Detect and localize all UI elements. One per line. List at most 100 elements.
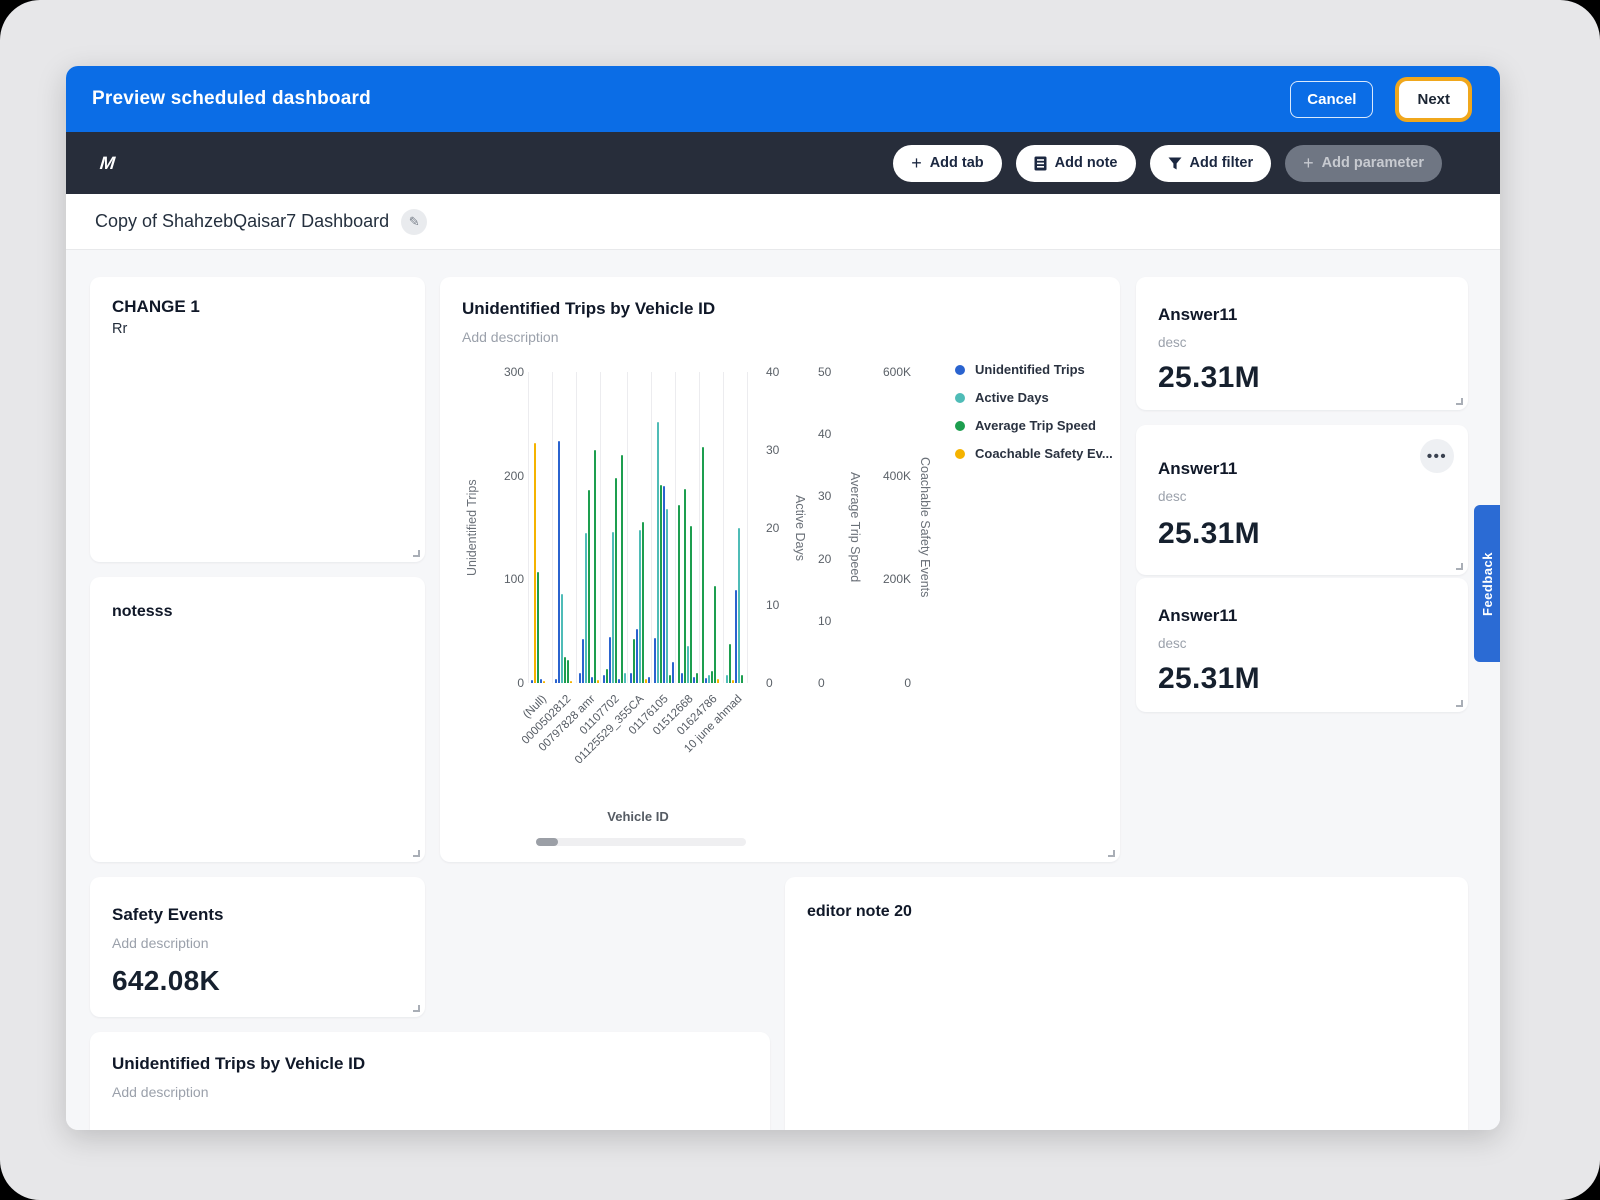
bar [621,455,623,683]
axis-tick-label: 200 [464,469,524,483]
chart-legend: Unidentified Trips Active Days Average Tri… [955,362,1113,461]
bar [585,533,587,683]
bar [687,646,689,683]
chart-description-placeholder[interactable]: Add description [462,329,559,345]
bar [534,443,536,684]
card-description-placeholder[interactable]: Add description [112,1084,209,1100]
resize-handle[interactable] [1456,563,1463,570]
card-title: Answer11 [1158,606,1237,626]
legend-item[interactable]: Unidentified Trips [955,362,1113,377]
bar [738,528,740,684]
metric-value: 25.31M [1158,517,1260,551]
add-tab-button[interactable]: + Add tab [893,145,1001,182]
bar [657,422,659,683]
bar-group [699,372,723,683]
bar-group [627,372,651,683]
legend-label: Average Trip Speed [975,418,1096,433]
chart-plot-area [528,372,748,683]
card-unidentified-trips-bottom: Unidentified Trips by Vehicle ID Add des… [90,1032,770,1130]
bar [558,441,560,683]
x-axis-tick-labels: (Null)000050281200797828 amr011077020112… [528,691,748,801]
bar [543,681,545,683]
bar-group [576,372,600,683]
legend-label: Active Days [975,390,1049,405]
axis-tick-label: 0 [464,676,524,690]
bar [690,526,692,683]
add-note-label: Add note [1055,155,1118,171]
bar [579,673,581,683]
legend-label: Coachable Safety Ev... [975,446,1113,461]
bar [618,679,620,683]
resize-handle[interactable] [413,850,420,857]
bar [741,675,743,683]
axis-tick-label: 200K [851,572,911,586]
resize-handle[interactable] [1456,700,1463,707]
resize-handle[interactable] [413,1005,420,1012]
bar-group [651,372,675,683]
card-menu-button[interactable]: ••• [1420,439,1454,473]
legend-dot-icon [955,365,965,375]
bar [705,678,707,683]
bar [708,675,710,683]
axis-tick-label: 100 [464,572,524,586]
resize-handle[interactable] [1456,398,1463,405]
plus-icon: + [1303,154,1314,172]
resize-handle[interactable] [413,550,420,557]
scrollbar-thumb[interactable] [536,838,558,846]
bar-group [552,372,576,683]
axis-tick-label: 0 [851,676,911,690]
filter-icon [1168,157,1182,170]
chart-horizontal-scrollbar[interactable] [536,838,746,846]
bar-group [528,372,552,683]
add-parameter-button[interactable]: + Add parameter [1285,145,1442,182]
card-answer11-1: Answer11 desc 25.31M [1136,277,1468,410]
feedback-tab[interactable]: Feedback [1474,505,1500,662]
modal-title: Preview scheduled dashboard [92,88,371,110]
card-description-placeholder[interactable]: Add description [112,935,209,951]
bar [603,675,605,683]
card-change1: CHANGE 1 Rr [90,277,425,562]
preview-dashboard-modal: Preview scheduled dashboard Cancel Next … [66,66,1500,1130]
dashboard-title-bar: Copy of ShahzebQaisar7 Dashboard ✎ [66,194,1500,250]
axis-tick-label: 400K [851,469,911,483]
bar [660,485,662,683]
bar [696,673,698,683]
legend-item[interactable]: Active Days [955,390,1113,405]
card-title: editor note 20 [807,903,912,921]
bar [633,639,635,683]
resize-handle[interactable] [1108,850,1115,857]
add-filter-button[interactable]: Add filter [1150,145,1272,182]
next-button[interactable]: Next [1399,81,1468,118]
bar [642,522,644,683]
chart-title: Unidentified Trips by Vehicle ID [462,299,715,319]
card-description: desc [1158,636,1187,651]
axis-tick-label: 300 [464,365,524,379]
add-note-button[interactable]: Add note [1016,145,1136,182]
card-description: desc [1158,335,1187,350]
edit-title-button[interactable]: ✎ [401,209,427,235]
legend-dot-icon [955,421,965,431]
bar [645,679,647,683]
card-title: Unidentified Trips by Vehicle ID [112,1054,365,1074]
dashboard-board: CHANGE 1 Rr notesss Unidentified Trips b… [66,250,1500,1130]
axis-tick-label: 10 [766,598,810,612]
bar [561,594,563,683]
card-title: notesss [112,603,172,621]
card-answer11-2: ••• Answer11 desc 25.31M [1136,425,1468,575]
bar [609,637,611,683]
bar-group [600,372,627,683]
metric-value: 642.08K [112,965,220,997]
card-description: desc [1158,489,1187,504]
bar [678,505,680,683]
bar [597,680,599,683]
bar [693,677,695,683]
bar [702,447,704,683]
legend-label: Unidentified Trips [975,362,1085,377]
bar [726,675,728,683]
cancel-button[interactable]: Cancel [1290,81,1373,118]
legend-item[interactable]: Coachable Safety Ev... [955,446,1113,461]
y-axis-title-unidentified-trips: Unidentified Trips [464,372,480,683]
legend-dot-icon [955,393,965,403]
legend-item[interactable]: Average Trip Speed [955,418,1113,433]
card-title: CHANGE 1 [112,297,200,317]
